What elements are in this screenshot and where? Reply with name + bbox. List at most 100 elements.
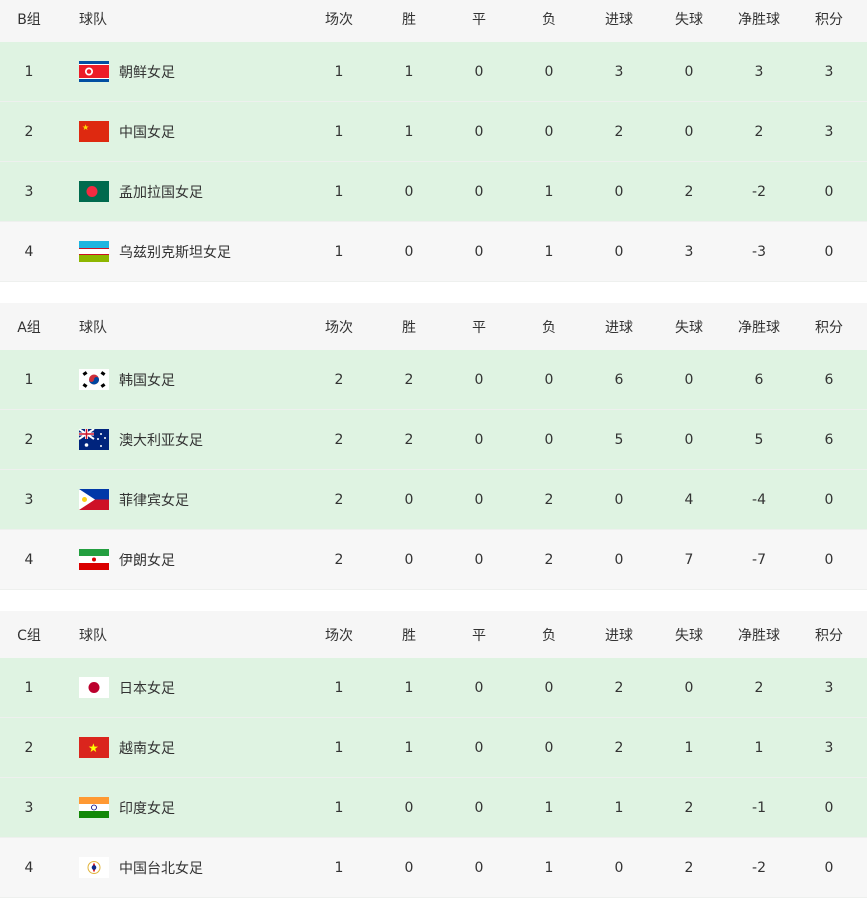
team-cell: 伊朗女足 [58, 549, 304, 570]
team-cell: 印度女足 [58, 797, 304, 818]
column-header-gd: 净胜球 [738, 627, 780, 644]
column-header-lost: 负 [542, 11, 556, 28]
table-row: 2 ★ 中国女足 1 1 0 0 2 0 2 3 [0, 102, 867, 162]
column-header-won: 胜 [402, 627, 416, 644]
team-name: 菲律宾女足 [119, 492, 189, 509]
stat-lost: 1 [544, 183, 554, 200]
team-cell: 孟加拉国女足 [58, 181, 304, 202]
rank: 4 [24, 859, 34, 876]
vietnam-flag-icon: ★ [79, 737, 109, 758]
column-header-team: 球队 [79, 11, 107, 28]
stat-pts: 6 [824, 431, 834, 448]
stat-won: 1 [404, 63, 414, 80]
stat-played: 1 [334, 679, 344, 696]
stat-ga: 0 [684, 123, 694, 140]
table-row: 3 印度女足 1 0 0 1 1 2 -1 0 [0, 778, 867, 838]
stat-gf: 0 [614, 491, 624, 508]
team-name: 日本女足 [119, 680, 175, 697]
stat-gd: 5 [754, 431, 764, 448]
stat-won: 1 [404, 679, 414, 696]
stat-pts: 0 [824, 799, 834, 816]
column-header-gf: 进球 [605, 11, 633, 28]
column-header-gd: 净胜球 [738, 319, 780, 336]
stat-played: 1 [334, 183, 344, 200]
stat-won: 0 [404, 859, 414, 876]
group-table: A组 球队 场次 胜 平 负 进球 失球 净胜球 积分 1 韩国女足 2 2 0 0 6 0 6 6 2 澳大… [0, 303, 867, 590]
group-label: A组 [17, 319, 41, 336]
column-header-drawn: 平 [472, 627, 486, 644]
stat-ga: 2 [684, 859, 694, 876]
japan-flag-icon [79, 677, 109, 698]
bangladesh-flag-icon [79, 181, 109, 202]
column-header-pts: 积分 [815, 11, 843, 28]
stat-pts: 0 [824, 491, 834, 508]
rank: 1 [24, 63, 34, 80]
stat-gd: 1 [754, 739, 764, 756]
stat-drawn: 0 [474, 371, 484, 388]
stat-drawn: 0 [474, 243, 484, 260]
stat-gf: 2 [614, 679, 624, 696]
table-row: 2 澳大利亚女足 2 2 0 0 5 0 5 6 [0, 410, 867, 470]
stat-gd: -3 [752, 243, 766, 260]
stat-pts: 0 [824, 183, 834, 200]
stat-won: 2 [404, 431, 414, 448]
team-name: 中国女足 [119, 124, 175, 141]
team-name: 孟加拉国女足 [119, 184, 203, 201]
stat-gd: -7 [752, 551, 766, 568]
column-header-lost: 负 [542, 627, 556, 644]
group-label: B组 [17, 11, 41, 28]
team-cell: 澳大利亚女足 [58, 429, 304, 450]
column-header-played: 场次 [325, 11, 353, 28]
stat-won: 1 [404, 123, 414, 140]
stat-lost: 1 [544, 243, 554, 260]
stat-pts: 3 [824, 679, 834, 696]
stat-played: 1 [334, 799, 344, 816]
column-header-ga: 失球 [675, 319, 703, 336]
table-row: 1 日本女足 1 1 0 0 2 0 2 3 [0, 658, 867, 718]
team-name: 朝鲜女足 [119, 64, 175, 81]
rank: 2 [24, 123, 34, 140]
team-cell: 日本女足 [58, 677, 304, 698]
stat-gd: -4 [752, 491, 766, 508]
stat-drawn: 0 [474, 679, 484, 696]
column-header-team: 球队 [79, 627, 107, 644]
stat-lost: 2 [544, 551, 554, 568]
stat-drawn: 0 [474, 859, 484, 876]
stat-ga: 4 [684, 491, 694, 508]
philippines-flag-icon [79, 489, 109, 510]
stat-drawn: 0 [474, 799, 484, 816]
stat-played: 2 [334, 431, 344, 448]
chinese-taipei-flag-icon [79, 857, 109, 878]
column-header-ga: 失球 [675, 627, 703, 644]
stat-drawn: 0 [474, 63, 484, 80]
rank: 2 [24, 739, 34, 756]
stat-played: 1 [334, 123, 344, 140]
india-flag-icon [79, 797, 109, 818]
table-row: 2 ★ 越南女足 1 1 0 0 2 1 1 3 [0, 718, 867, 778]
column-header-pts: 积分 [815, 319, 843, 336]
table-row: 4 伊朗女足 2 0 0 2 0 7 -7 0 [0, 530, 867, 590]
table-row: 3 孟加拉国女足 1 0 0 1 0 2 -2 0 [0, 162, 867, 222]
stat-pts: 0 [824, 859, 834, 876]
stat-gf: 5 [614, 431, 624, 448]
stat-won: 0 [404, 551, 414, 568]
rank: 3 [24, 183, 34, 200]
table-row: 1 韩国女足 2 2 0 0 6 0 6 6 [0, 350, 867, 410]
stat-gd: 6 [754, 371, 764, 388]
stat-ga: 3 [684, 243, 694, 260]
rank: 2 [24, 431, 34, 448]
stat-gd: -2 [752, 183, 766, 200]
stat-pts: 0 [824, 551, 834, 568]
stat-gd: 2 [754, 679, 764, 696]
column-header-drawn: 平 [472, 319, 486, 336]
stat-won: 0 [404, 243, 414, 260]
table-header: B组 球队 场次 胜 平 负 进球 失球 净胜球 积分 [0, 0, 867, 42]
stat-gf: 2 [614, 739, 624, 756]
stat-gd: -2 [752, 859, 766, 876]
stat-ga: 7 [684, 551, 694, 568]
team-name: 乌兹别克斯坦女足 [119, 244, 231, 261]
stat-ga: 0 [684, 679, 694, 696]
group-label: C组 [17, 627, 41, 644]
stat-played: 1 [334, 739, 344, 756]
team-name: 中国台北女足 [119, 860, 203, 877]
